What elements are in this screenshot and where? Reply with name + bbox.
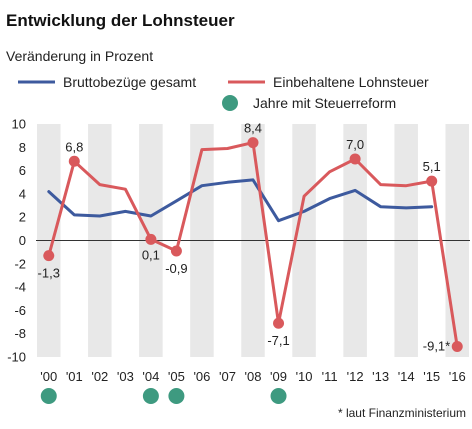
data-label: 0,1 [142, 247, 160, 262]
x-tick-label: '11 [322, 369, 338, 384]
y-tick-label: -6 [14, 303, 26, 318]
x-tick-label: '16 [449, 369, 466, 384]
x-axis: '00 '01 '02 '03 '04 '05 '06 '07 '08 '09 '10 '11 '12 '… [40, 369, 465, 384]
x-tick-label: '02 [91, 369, 108, 384]
x-tick-label: '12 [347, 369, 364, 384]
y-tick-label: 2 [19, 210, 26, 225]
x-tick-label: '04 [142, 369, 159, 384]
x-tick-label: '09 [270, 369, 287, 384]
x-tick-label: '07 [219, 369, 236, 384]
x-tick-label: '00 [40, 369, 57, 384]
point-marker-lohnsteuer [349, 153, 361, 165]
x-tick-label: '14 [398, 369, 415, 384]
data-label: 6,8 [65, 139, 83, 154]
reform-year-dot [270, 388, 287, 404]
reform-dots [40, 388, 287, 404]
data-label: 7,0 [346, 137, 364, 152]
x-tick-label: '06 [193, 369, 210, 384]
data-label: 5,1 [423, 159, 441, 174]
legend-swatch-reform [222, 95, 238, 111]
data-label: -9,1* [423, 339, 450, 354]
reform-year-dot [40, 388, 57, 404]
y-tick-label: -8 [14, 326, 26, 341]
footnote: * laut Finanzministerium [338, 406, 466, 420]
point-marker-lohnsteuer [68, 155, 80, 167]
y-tick-label: 10 [12, 117, 26, 132]
y-tick-label: 6 [19, 163, 26, 178]
y-axis: 10 8 6 4 2 0 -2 -4 -6 -8 -10 [7, 117, 26, 365]
data-label-group: -1,3 6,8 0,1 -0,9 8,4 -7,1 7,0 5,1 -9,1* [38, 121, 451, 354]
data-label: -0,9 [165, 261, 187, 276]
y-tick-label: -4 [14, 280, 26, 295]
marker-group [43, 137, 463, 353]
series-line-brutto [47, 178, 434, 223]
x-tick-label: '05 [168, 369, 185, 384]
y-tick-label: -10 [7, 350, 26, 365]
data-label: 8,4 [244, 121, 262, 136]
x-tick-label: '10 [296, 369, 313, 384]
x-tick-label: '03 [117, 369, 134, 384]
y-tick-label: 8 [19, 140, 26, 155]
reform-year-dot [142, 388, 159, 404]
point-marker-lohnsteuer [426, 175, 438, 187]
legend-label-brutto: Bruttobezüge gesamt [63, 74, 196, 90]
data-label: -1,3 [38, 266, 60, 281]
point-marker-lohnsteuer [145, 233, 157, 245]
chart-subtitle: Veränderung in Prozent [6, 48, 153, 64]
reform-year-dot [168, 388, 185, 404]
x-tick-label: '01 [66, 369, 83, 384]
data-label: -7,1 [267, 333, 289, 348]
x-tick-label: '13 [372, 369, 389, 384]
point-marker-lohnsteuer [451, 341, 463, 353]
point-marker-lohnsteuer [43, 250, 55, 262]
chart-title: Entwicklung der Lohnsteuer [6, 11, 235, 30]
y-tick-label: 0 [19, 233, 26, 248]
point-marker-lohnsteuer [273, 317, 285, 329]
point-marker-lohnsteuer [247, 137, 259, 149]
legend-label-lohnsteuer: Einbehaltene Lohnsteuer [273, 74, 429, 90]
x-tick-label: '15 [423, 369, 440, 384]
point-marker-lohnsteuer [170, 245, 182, 257]
x-tick-label: '08 [245, 369, 262, 384]
legend-label-reform: Jahre mit Steuerreform [253, 95, 396, 111]
y-tick-label: 4 [19, 186, 26, 201]
y-tick-label: -2 [14, 256, 26, 271]
